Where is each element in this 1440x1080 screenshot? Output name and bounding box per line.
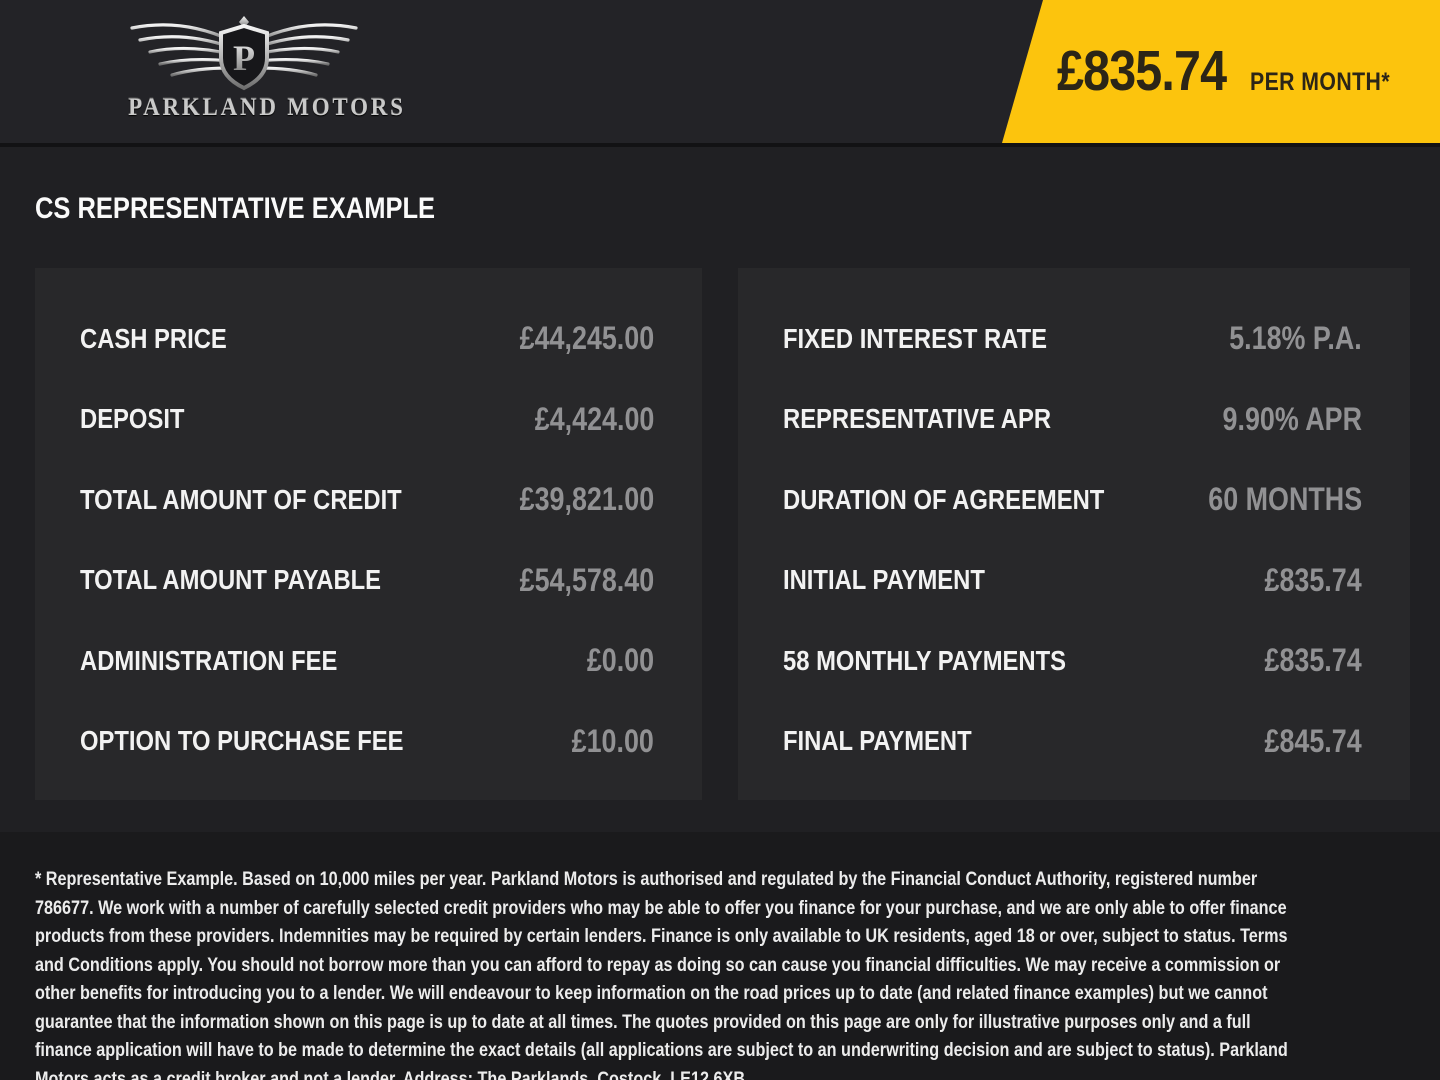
finance-row-total-credit: TOTAL AMOUNT OF CREDIT £39,821.00 (80, 481, 654, 518)
finance-value: £835.74 (1264, 642, 1362, 679)
finance-row-cash-price: CASH PRICE £44,245.00 (80, 320, 654, 357)
disclaimer-text: * Representative Example. Based on 10,00… (35, 869, 1288, 1080)
finance-label: OPTION TO PURCHASE FEE (80, 725, 404, 757)
finance-row-apr: REPRESENTATIVE APR 9.90% APR (783, 401, 1362, 438)
parkland-motors-logo: P PARKLAND MOTORS (116, 14, 403, 122)
finance-label: CASH PRICE (80, 322, 227, 354)
finance-value: 5.18% P.A. (1229, 320, 1362, 356)
finance-value: 60 MONTHS (1208, 481, 1362, 518)
finance-panel-right: FIXED INTEREST RATE 5.18% P.A. REPRESENT… (738, 268, 1410, 800)
brand-initial: P (233, 38, 255, 78)
finance-row-total-payable: TOTAL AMOUNT PAYABLE £54,578.40 (80, 562, 654, 599)
finance-label: FINAL PAYMENT (783, 725, 972, 757)
finance-label: 58 MONTHLY PAYMENTS (783, 644, 1067, 676)
finance-row-final-payment: FINAL PAYMENT £845.74 (783, 723, 1362, 760)
price-banner: £835.74 PER MONTH* (1002, 0, 1440, 143)
finance-label: TOTAL AMOUNT PAYABLE (80, 564, 382, 596)
finance-value: £10.00 (571, 722, 654, 759)
header: P PARKLAND MOTORS £835.74 PER MONTH* (0, 0, 1440, 147)
page-title: CS REPRESENTATIVE EXAMPLE (35, 192, 436, 225)
finance-row-admin-fee: ADMINISTRATION FEE £0.00 (80, 642, 654, 679)
winged-shield-logo-icon: P (130, 16, 358, 91)
brand-name: PARKLAND MOTORS (128, 94, 406, 121)
finance-value: £4,424.00 (534, 400, 654, 437)
finance-label: FIXED INTEREST RATE (783, 322, 1048, 354)
price-period-label: PER MONTH* (1249, 68, 1391, 96)
finance-value: £39,821.00 (519, 481, 654, 518)
finance-panel-left: CASH PRICE £44,245.00 DEPOSIT £4,424.00 … (35, 268, 702, 800)
finance-row-deposit: DEPOSIT £4,424.00 (80, 401, 654, 438)
finance-value: £835.74 (1264, 561, 1362, 598)
finance-label: INITIAL PAYMENT (783, 564, 985, 596)
finance-value: £44,245.00 (519, 320, 654, 356)
finance-label: REPRESENTATIVE APR (783, 403, 1052, 435)
price-line: £835.74 PER MONTH* (1057, 0, 1390, 143)
finance-value: £845.74 (1264, 722, 1362, 759)
finance-label: ADMINISTRATION FEE (80, 644, 338, 676)
monthly-price: £835.74 (1057, 39, 1227, 103)
finance-value: £0.00 (586, 642, 654, 679)
finance-value: £54,578.40 (519, 561, 654, 598)
finance-row-initial-payment: INITIAL PAYMENT £835.74 (783, 562, 1362, 599)
finance-row-interest-rate: FIXED INTEREST RATE 5.18% P.A. (783, 320, 1362, 357)
finance-value: 9.90% APR (1222, 400, 1362, 437)
finance-label: DURATION OF AGREEMENT (783, 483, 1105, 515)
finance-row-duration: DURATION OF AGREEMENT 60 MONTHS (783, 481, 1362, 518)
finance-label: TOTAL AMOUNT OF CREDIT (80, 483, 402, 515)
finance-label: DEPOSIT (80, 403, 185, 435)
finance-row-option-fee: OPTION TO PURCHASE FEE £10.00 (80, 723, 654, 760)
footer: * Representative Example. Based on 10,00… (0, 832, 1440, 1080)
finance-row-monthly-payments: 58 MONTHLY PAYMENTS £835.74 (783, 642, 1362, 679)
